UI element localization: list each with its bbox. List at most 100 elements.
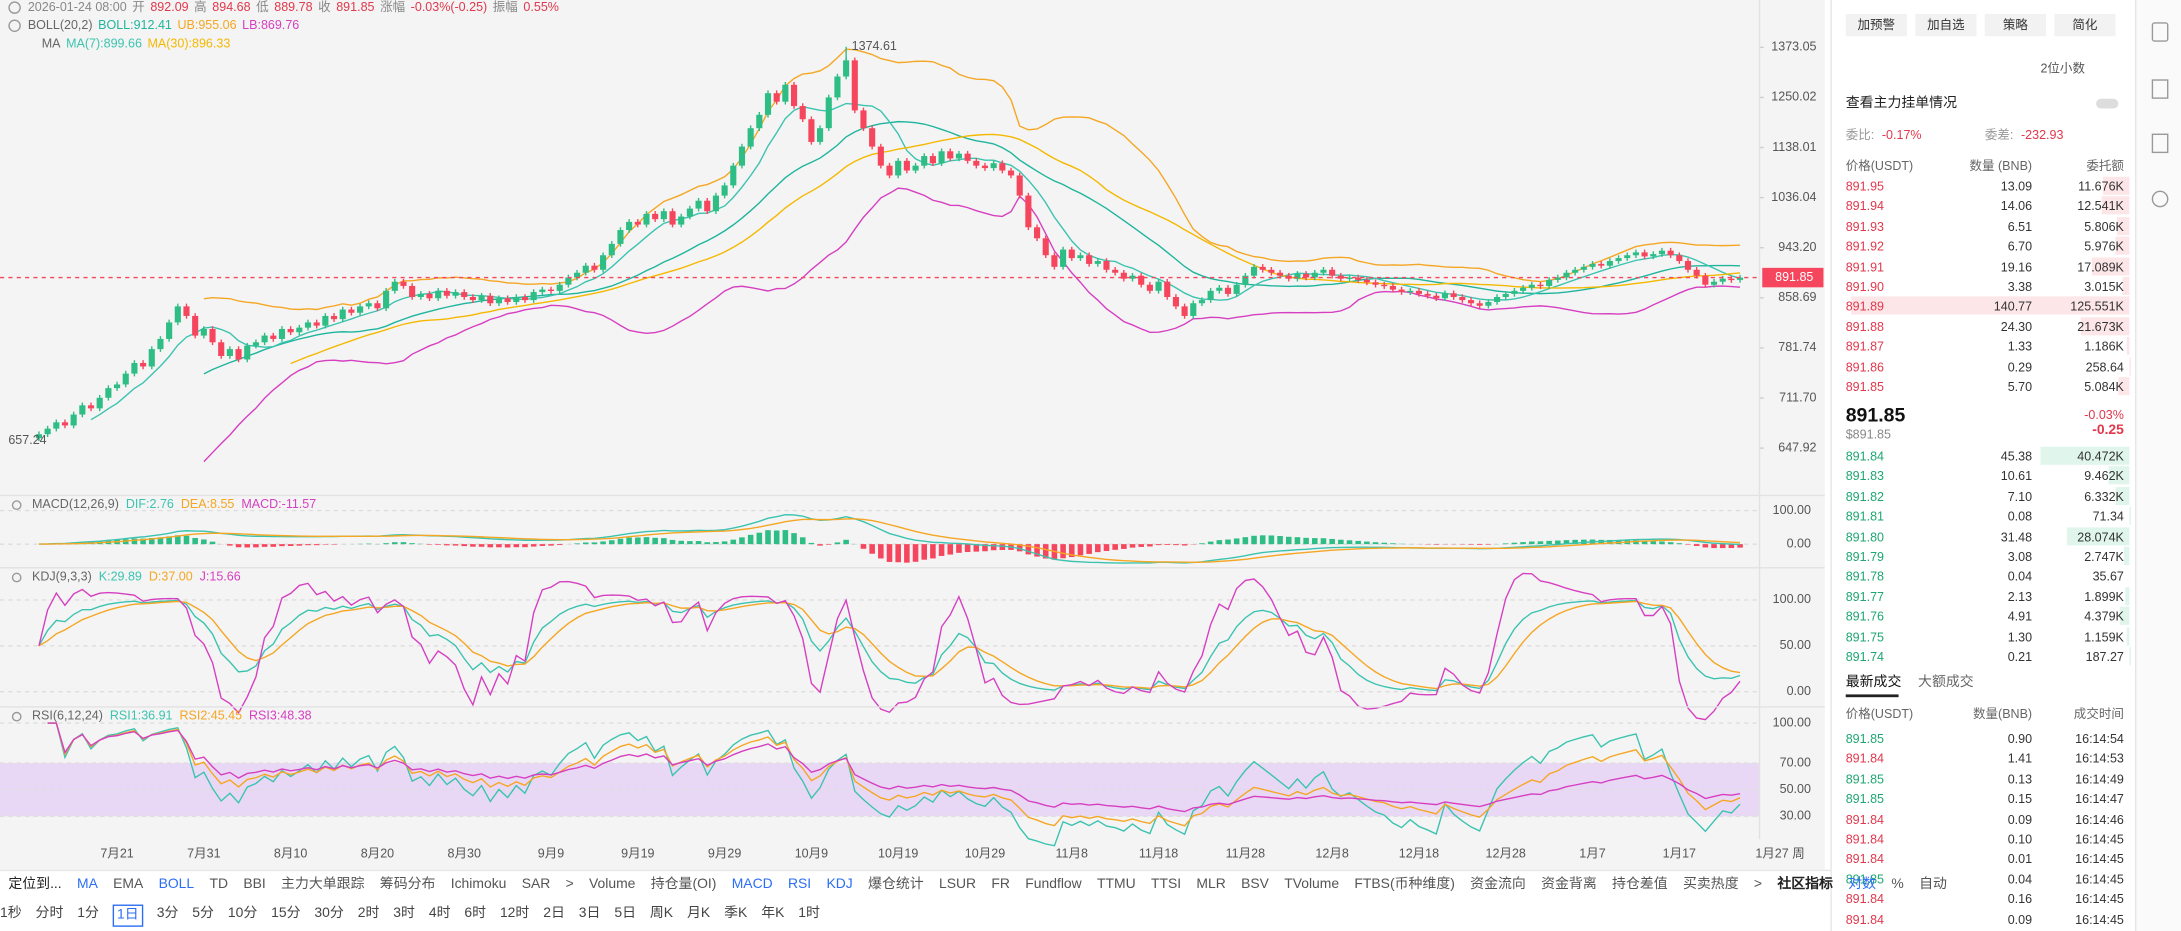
scale-button[interactable]: %	[1891, 876, 1904, 893]
interval-button[interactable]: 1分	[77, 905, 99, 922]
interval-button[interactable]: 3日	[578, 905, 601, 922]
book-price[interactable]: 891.90	[1845, 279, 1885, 294]
interval-button[interactable]: 5分	[192, 905, 214, 922]
book-price[interactable]: 891.81	[1845, 509, 1885, 524]
interval-button[interactable]: 2时	[357, 905, 380, 922]
action-button[interactable]: 简化	[2054, 13, 2116, 37]
book-price[interactable]: 891.87	[1845, 339, 1885, 354]
scale-button[interactable]: 自动	[1919, 876, 1947, 893]
book-price[interactable]: 891.94	[1845, 199, 1885, 214]
action-button[interactable]: 加预警	[1845, 13, 1907, 37]
book-price[interactable]: 891.75	[1845, 629, 1885, 644]
indicator-button[interactable]: TVolume	[1284, 876, 1340, 893]
macd-bar	[678, 540, 684, 545]
indicator-button[interactable]: BOLL	[158, 876, 195, 893]
indicator-button[interactable]: 持仓差值	[1612, 876, 1668, 893]
indicator-button[interactable]: RSI	[787, 876, 812, 893]
book-price[interactable]: 891.93	[1845, 219, 1885, 234]
book-price[interactable]: 891.85	[1845, 379, 1885, 394]
macd-bar	[1216, 540, 1223, 545]
indicator-button[interactable]: 主力大单跟踪	[281, 876, 365, 893]
book-price[interactable]: 891.88	[1845, 319, 1885, 334]
interval-button[interactable]: 3时	[393, 905, 415, 922]
book-price[interactable]: 891.80	[1845, 529, 1885, 544]
interval-button[interactable]: 月K	[686, 905, 711, 922]
indicator-button[interactable]: FTBS(币种维度)	[1354, 876, 1455, 893]
book-price[interactable]: 891.74	[1845, 649, 1885, 664]
indicator-button[interactable]: 买卖热度	[1682, 876, 1739, 893]
indicator-button[interactable]: TTSI	[1150, 876, 1182, 893]
toggle-icon[interactable]	[8, 19, 21, 33]
icon[interactable]	[2151, 190, 2169, 208]
icon[interactable]	[2151, 79, 2169, 99]
interval-button[interactable]: 6时	[464, 905, 487, 922]
indicator-button[interactable]: MA	[76, 876, 98, 893]
indicator-button[interactable]: Fundflow	[1025, 876, 1082, 893]
indicator-button[interactable]: BSV	[1241, 876, 1269, 893]
indicator-button[interactable]: 持仓量(OI)	[650, 876, 717, 893]
candle	[834, 73, 841, 101]
book-price[interactable]: 891.86	[1845, 359, 1885, 374]
book-price[interactable]: 891.77	[1845, 589, 1885, 604]
interval-button[interactable]: 季K	[724, 905, 748, 922]
indicator-button[interactable]: KDJ	[826, 876, 853, 893]
trade-tab[interactable]: 最新成交	[1845, 674, 1902, 691]
macd-bar	[1129, 544, 1136, 548]
interval-button[interactable]: 分时	[35, 905, 64, 922]
interval-button[interactable]: 10分	[227, 905, 258, 922]
interval-button[interactable]: 30分	[314, 905, 344, 922]
action-button[interactable]: 策略	[1984, 13, 2047, 37]
main-orders-link[interactable]: 查看主力挂单情况	[1845, 96, 1957, 112]
book-price[interactable]: 891.95	[1845, 179, 1885, 194]
interval-button[interactable]: 1日	[112, 904, 143, 927]
icon[interactable]	[2151, 133, 2169, 154]
interval-button[interactable]: 周K	[649, 905, 674, 922]
book-price[interactable]: 891.89	[1845, 299, 1885, 314]
indicator-button[interactable]: TTMU	[1097, 876, 1136, 893]
interval-button[interactable]: 15分	[271, 905, 301, 922]
interval-button[interactable]: 1时	[798, 905, 820, 922]
indicator-button[interactable]: Ichimoku	[450, 876, 507, 893]
indicator-button[interactable]: >	[1753, 876, 1763, 893]
indicator-button[interactable]: FR	[991, 876, 1010, 893]
candle-body	[869, 128, 876, 147]
toggle-icon[interactable]	[8, 1, 21, 14]
indicator-button[interactable]: TD	[209, 876, 229, 893]
locate-button[interactable]: 定位到...	[8, 876, 62, 893]
interval-button[interactable]: 2日	[543, 905, 565, 922]
trade-tab[interactable]: 大额成交	[1918, 674, 1974, 691]
icon[interactable]	[2151, 22, 2169, 42]
action-button[interactable]: 加自选	[1915, 13, 1977, 37]
book-price[interactable]: 891.91	[1845, 259, 1885, 274]
interval-button[interactable]: 5日	[614, 905, 636, 922]
indicator-button[interactable]: >	[565, 876, 574, 893]
indicator-button[interactable]: 筹码分布	[379, 876, 436, 893]
book-price[interactable]: 891.76	[1845, 609, 1885, 624]
indicator-button[interactable]: Volume	[589, 876, 636, 893]
interval-button[interactable]: 12时	[499, 905, 530, 922]
book-price[interactable]: 891.83	[1845, 469, 1885, 484]
indicator-button[interactable]: MLR	[1196, 876, 1226, 893]
indicator-button[interactable]: LSUR	[938, 876, 977, 893]
indicator-button[interactable]: EMA	[113, 876, 144, 893]
interval-button[interactable]: 3分	[156, 905, 179, 922]
indicator-button[interactable]: SAR	[521, 876, 551, 893]
indicator-button[interactable]: 资金流向	[1470, 876, 1526, 893]
toggle[interactable]	[2096, 98, 2119, 109]
interval-button[interactable]: 4时	[428, 905, 451, 922]
book-price[interactable]: 891.84	[1845, 449, 1885, 464]
interval-button[interactable]: 1秒	[0, 905, 22, 922]
indicator-button[interactable]: 资金背离	[1541, 876, 1597, 893]
book-price[interactable]: 891.92	[1845, 239, 1885, 254]
book-price[interactable]: 891.79	[1845, 549, 1885, 564]
scale-button[interactable]: 对数	[1848, 876, 1877, 893]
book-price[interactable]: 891.78	[1845, 569, 1885, 584]
decimals-select[interactable]: 2位小数	[2040, 61, 2085, 76]
indicator-button[interactable]: 爆仓统计	[868, 876, 924, 893]
indicator-button[interactable]: BBI	[243, 876, 266, 893]
column-header: 价格(USDT)	[1845, 158, 1914, 173]
indicator-button[interactable]: MACD	[731, 876, 773, 893]
book-price[interactable]: 891.82	[1845, 489, 1885, 504]
community-button[interactable]: 社区指标	[1777, 876, 1833, 893]
interval-button[interactable]: 年K	[761, 905, 785, 922]
